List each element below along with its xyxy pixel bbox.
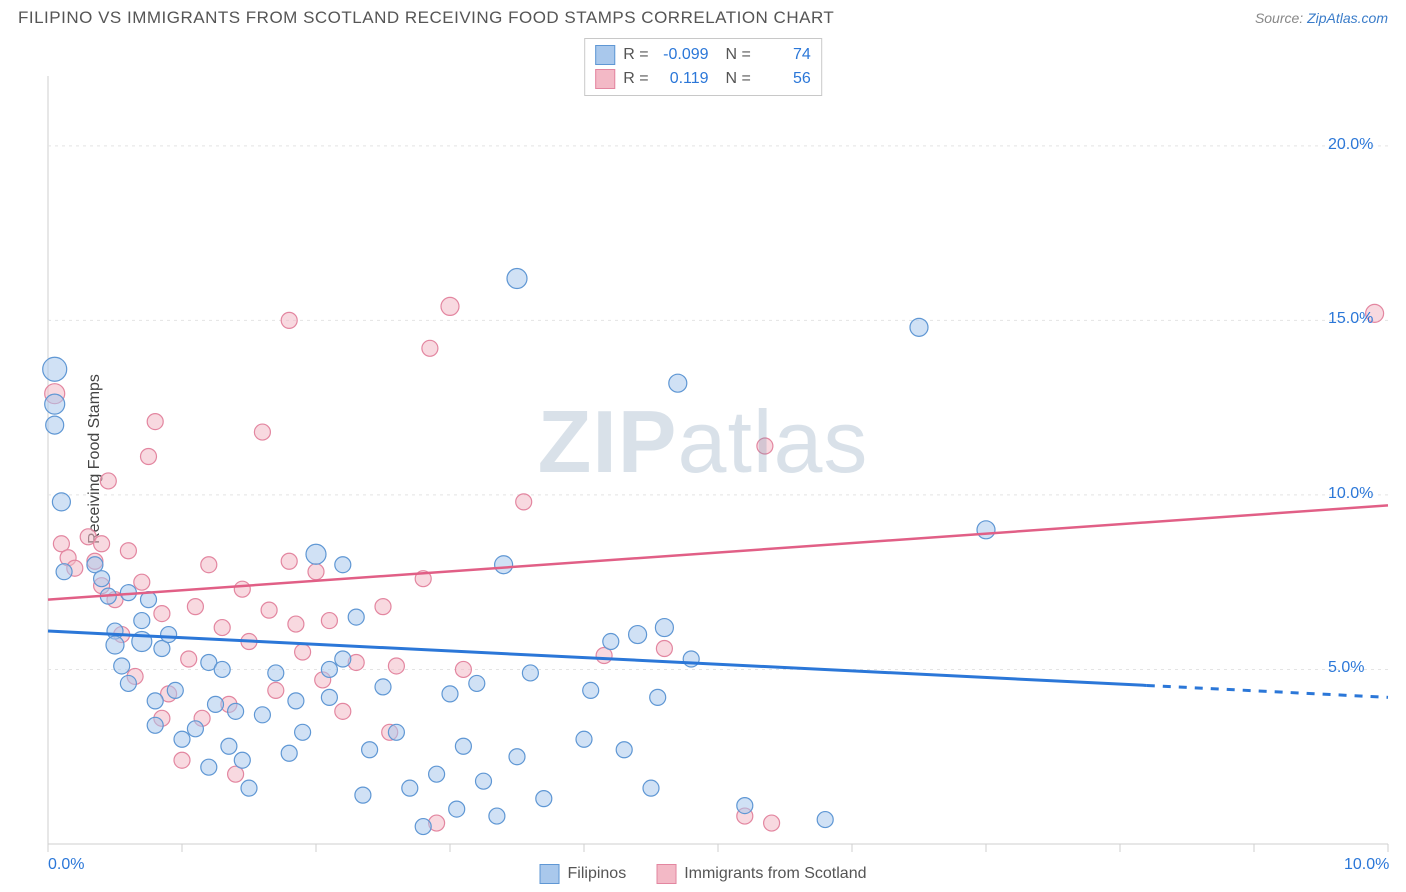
stat-n-label: N = xyxy=(717,67,751,91)
source-credit: Source: ZipAtlas.com xyxy=(1255,10,1388,26)
stat-n-value: 56 xyxy=(759,67,811,91)
bottom-legend: Filipinos Immigrants from Scotland xyxy=(540,864,867,884)
y-tick-label: 5.0% xyxy=(1328,659,1364,677)
page-title: FILIPINO VS IMMIGRANTS FROM SCOTLAND REC… xyxy=(18,8,834,28)
stat-n-value: 74 xyxy=(759,43,811,67)
chart-area: Receiving Food Stamps ZIPatlas R = -0.09… xyxy=(0,34,1406,884)
swatch-scotland xyxy=(595,69,615,89)
swatch-filipinos xyxy=(595,45,615,65)
y-tick-label: 10.0% xyxy=(1328,485,1373,503)
legend-item-filipinos: Filipinos xyxy=(540,864,627,884)
stats-row: R = 0.119 N = 56 xyxy=(595,67,811,91)
source-prefix: Source: xyxy=(1255,10,1307,26)
stats-legend: R = -0.099 N = 74 R = 0.119 N = 56 xyxy=(584,38,822,96)
swatch-filipinos xyxy=(540,864,560,884)
stat-r-value: 0.119 xyxy=(657,67,709,91)
stat-r-value: -0.099 xyxy=(657,43,709,67)
stat-r-label: R = xyxy=(623,67,648,91)
stats-row: R = -0.099 N = 74 xyxy=(595,43,811,67)
x-tick-label: 0.0% xyxy=(48,856,84,874)
x-tick-label: 10.0% xyxy=(1344,856,1389,874)
y-tick-label: 20.0% xyxy=(1328,136,1373,154)
swatch-scotland xyxy=(656,864,676,884)
source-link[interactable]: ZipAtlas.com xyxy=(1307,10,1388,26)
legend-label: Immigrants from Scotland xyxy=(684,865,866,883)
legend-item-scotland: Immigrants from Scotland xyxy=(656,864,866,884)
scatter-chart-svg xyxy=(0,34,1406,884)
stat-n-label: N = xyxy=(717,43,751,67)
legend-label: Filipinos xyxy=(568,865,627,883)
header: FILIPINO VS IMMIGRANTS FROM SCOTLAND REC… xyxy=(0,0,1406,34)
stat-r-label: R = xyxy=(623,43,648,67)
y-tick-label: 15.0% xyxy=(1328,310,1373,328)
